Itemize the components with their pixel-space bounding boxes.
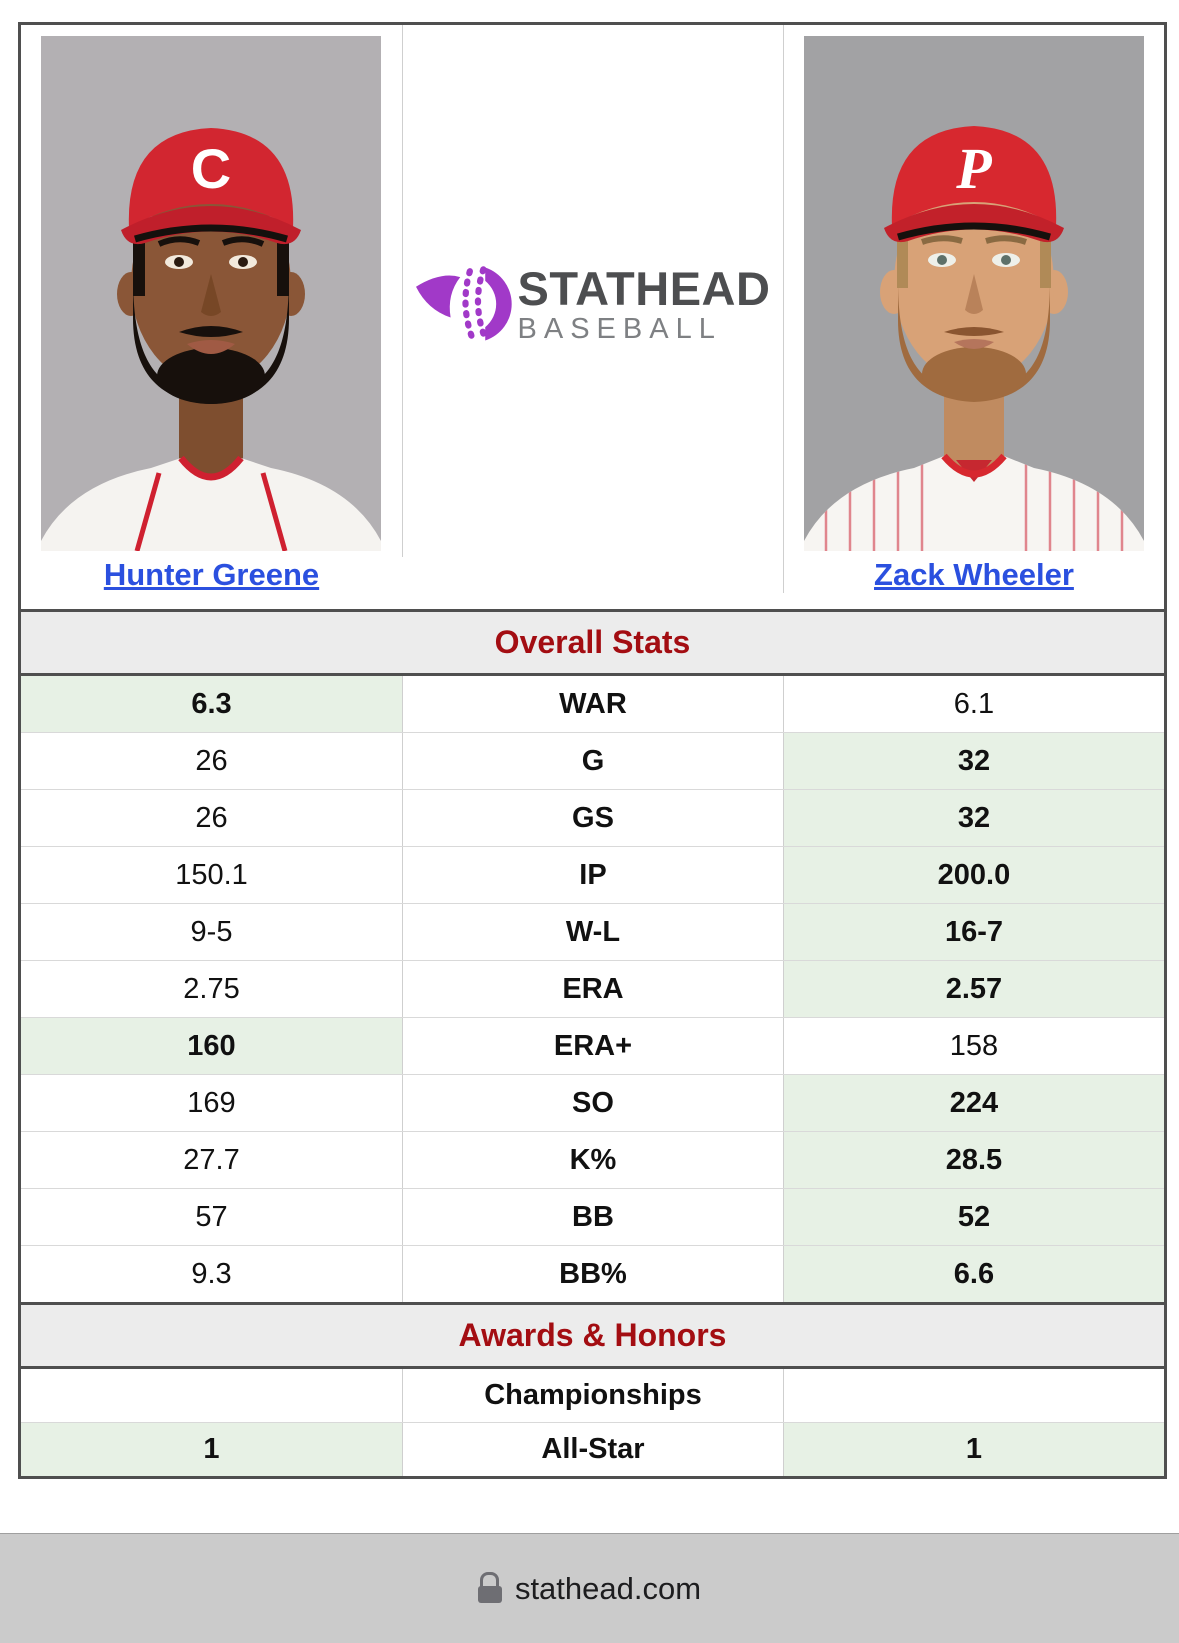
table-row: 27.7 K% 28.5	[21, 1131, 1164, 1188]
right-stat-value: 1	[782, 1423, 1164, 1476]
stat-label: SO	[401, 1075, 783, 1131]
player-photo-zack-wheeler: P	[803, 36, 1144, 551]
table-row: 160 ERA+ 158	[21, 1017, 1164, 1074]
section-header: Overall Stats	[21, 609, 1164, 676]
logo-subtitle: BASEBALL	[517, 312, 722, 345]
right-stat-value: 6.1	[782, 676, 1164, 732]
stathead-logo-cell: STATHEAD BASEBALL	[401, 25, 783, 557]
lock-icon	[477, 1572, 502, 1603]
left-player-link[interactable]: Hunter Greene	[103, 557, 320, 592]
stat-label: BB%	[401, 1246, 783, 1302]
section-header: Awards & Honors	[21, 1302, 1164, 1369]
stathead-logo: STATHEAD BASEBALL	[415, 261, 771, 345]
left-stat-value	[21, 1369, 402, 1422]
table-row: 57 BB 52	[21, 1188, 1164, 1245]
left-stat-value: 169	[187, 1086, 236, 1119]
left-stat-value: 160	[21, 1018, 402, 1074]
left-player-photo-cell: C	[21, 25, 402, 557]
stat-label: Championships	[401, 1369, 783, 1422]
section-title: Awards & Honors	[458, 1317, 727, 1353]
logo-title: STATHEAD	[517, 261, 771, 315]
left-stat-value: 1	[21, 1423, 402, 1476]
right-stat-value: 16-7	[782, 904, 1164, 960]
table-row: 169 SO 224	[21, 1074, 1164, 1131]
footer-domain: stathead.com	[514, 1570, 702, 1606]
stat-label: ERA	[401, 961, 783, 1017]
table-row: 2.75 ERA 2.57	[21, 960, 1164, 1017]
names-row: Hunter Greene Zack Wheeler	[21, 557, 1164, 609]
stat-label: GS	[401, 790, 783, 846]
stat-label: All-Star	[401, 1423, 783, 1476]
left-stat-value: 9.3	[191, 1257, 232, 1290]
stat-label: K%	[401, 1132, 783, 1188]
left-stat-value: 6.3	[21, 676, 402, 732]
table-row: 1 All-Star 1	[21, 1422, 1164, 1476]
left-stat-value: 57	[195, 1200, 228, 1233]
left-stat-value: 9-5	[190, 915, 233, 948]
right-stat-value: 28.5	[782, 1132, 1164, 1188]
stat-label: BB	[401, 1189, 783, 1245]
browser-url-bar[interactable]: stathead.com	[0, 1533, 1179, 1643]
left-stat-value: 27.7	[183, 1143, 240, 1176]
table-row: 6.3 WAR 6.1	[21, 676, 1164, 732]
photos-row: C STATHEAD BASEBALL	[21, 25, 1164, 557]
left-stat-value: 2.75	[183, 972, 240, 1005]
table-row: 9-5 W-L 16-7	[21, 903, 1164, 960]
right-stat-value: 2.57	[782, 961, 1164, 1017]
left-stat-value: 26	[195, 744, 228, 777]
left-stat-value: 26	[195, 801, 228, 834]
right-player-link[interactable]: Zack Wheeler	[874, 557, 1074, 592]
table-row: 150.1 IP 200.0	[21, 846, 1164, 903]
right-stat-value: 32	[782, 790, 1164, 846]
stat-label: G	[401, 733, 783, 789]
right-stat-value: 6.6	[782, 1246, 1164, 1302]
right-stat-value	[782, 1369, 1164, 1422]
right-stat-value: 32	[782, 733, 1164, 789]
stat-label: IP	[401, 847, 783, 903]
right-stat-value: 158	[782, 1018, 1164, 1074]
table-row: 9.3 BB% 6.6	[21, 1245, 1164, 1302]
section-title: Overall Stats	[494, 624, 691, 660]
right-stat-value: 200.0	[782, 847, 1164, 903]
stat-label: WAR	[401, 676, 783, 732]
left-stat-value: 150.1	[175, 858, 248, 891]
table-row: Championships	[21, 1369, 1164, 1422]
player-comparison-card: C STATHEAD BASEBALL	[18, 22, 1167, 1479]
stat-label: ERA+	[401, 1018, 783, 1074]
table-row: 26 GS 32	[21, 789, 1164, 846]
right-stat-value: 52	[782, 1189, 1164, 1245]
right-player-photo-cell: P	[782, 25, 1164, 557]
stat-label: W-L	[401, 904, 783, 960]
cap-letter-right: P	[955, 136, 992, 201]
stats-sections: Overall Stats 6.3 WAR 6.1 26 G 32 26 GS 32 150.1 IP…	[21, 609, 1164, 1476]
table-row: 26 G 32	[21, 732, 1164, 789]
right-stat-value: 224	[782, 1075, 1164, 1131]
player-photo-hunter-greene: C	[41, 36, 382, 551]
stathead-baseball-icon	[415, 266, 512, 342]
cap-letter-left: C	[191, 137, 231, 200]
